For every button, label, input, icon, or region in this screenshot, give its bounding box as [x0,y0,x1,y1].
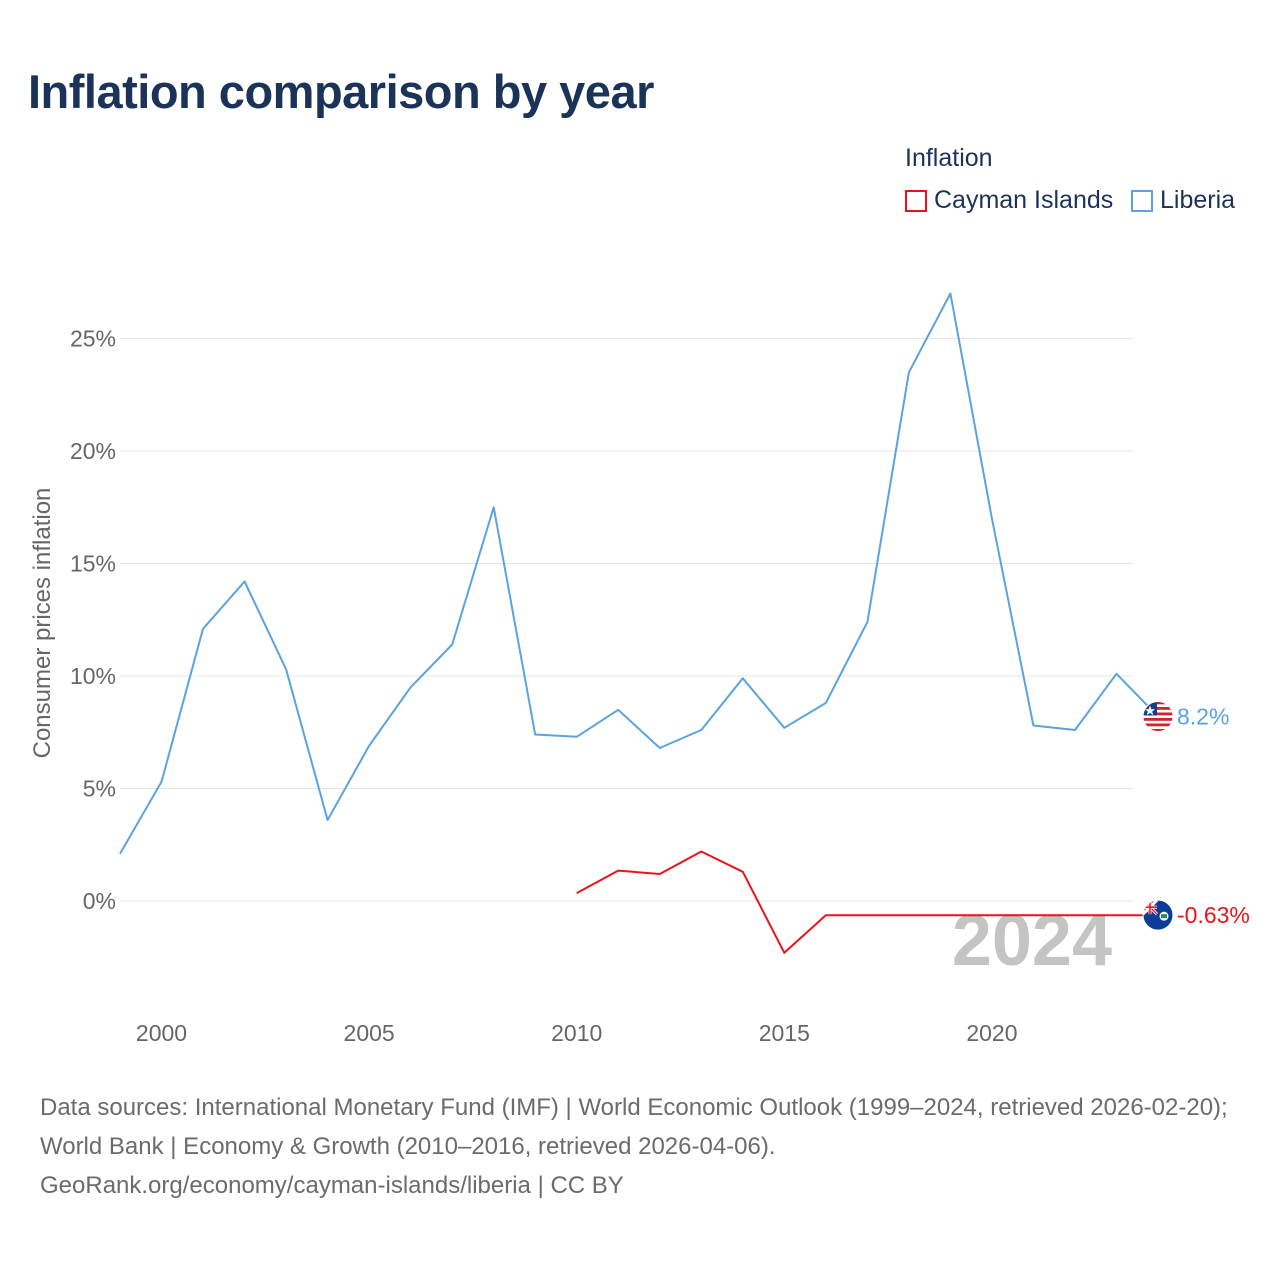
end-value-label-liberia: 8.2% [1177,704,1229,730]
series-line-cayman-islands [576,850,1158,954]
series-lines [119,292,1159,954]
chart-title: Inflation comparison by year [28,65,654,118]
y-tick-label: 10% [70,663,116,689]
footer-link[interactable]: GeoRank.org/economy/cayman-islands/liber… [40,1172,624,1199]
end-marker-liberia: 8.2% [1142,701,1229,732]
x-tick-label: 2000 [136,1020,187,1046]
legend-swatch-cayman-islands [905,189,927,212]
y-tick-label: 25% [70,326,116,352]
legend-label-cayman-islands: Cayman Islands [934,186,1114,214]
end-marker-cayman-islands: -0.63% [1142,899,1250,931]
footer: Data sources: International Monetary Fun… [40,1088,1250,1205]
liberia-flag-icon [1143,701,1173,732]
y-axis-ticks: 0% 5% 10% 15% 20% 25% [70,326,116,915]
y-tick-label: 0% [83,888,116,914]
end-markers: 8.2% -0.63% [1142,701,1250,931]
legend-label-liberia: Liberia [1160,186,1236,214]
legend-title: Inflation [905,144,993,172]
cayman-islands-flag-icon [1143,900,1173,931]
x-tick-label: 2020 [966,1020,1017,1046]
y-tick-label: 5% [83,776,116,802]
x-tick-label: 2005 [344,1020,395,1046]
end-value-label-cayman-islands: -0.63% [1177,902,1250,928]
y-axis-label: Consumer prices inflation [29,488,56,759]
x-tick-label: 2015 [759,1020,810,1046]
legend-item-cayman-islands[interactable]: Cayman Islands [905,186,1113,215]
x-tick-label: 2010 [551,1020,602,1046]
y-tick-label: 20% [70,438,116,464]
legend-swatch-liberia [1131,189,1153,212]
y-tick-label: 15% [70,551,116,577]
grid [120,338,1133,902]
line-chart: 0% 5% 10% 15% 20% 25% 2000 2005 2010 2015 2020 20… [29,292,1250,1046]
x-axis-ticks: 2000 2005 2010 2015 2020 [136,1020,1018,1046]
year-watermark: 2024 [952,901,1112,981]
legend-item-liberia[interactable]: Liberia [1131,186,1235,215]
footer-sources: Data sources: International Monetary Fun… [40,1094,1228,1160]
series-line-liberia [119,292,1159,855]
